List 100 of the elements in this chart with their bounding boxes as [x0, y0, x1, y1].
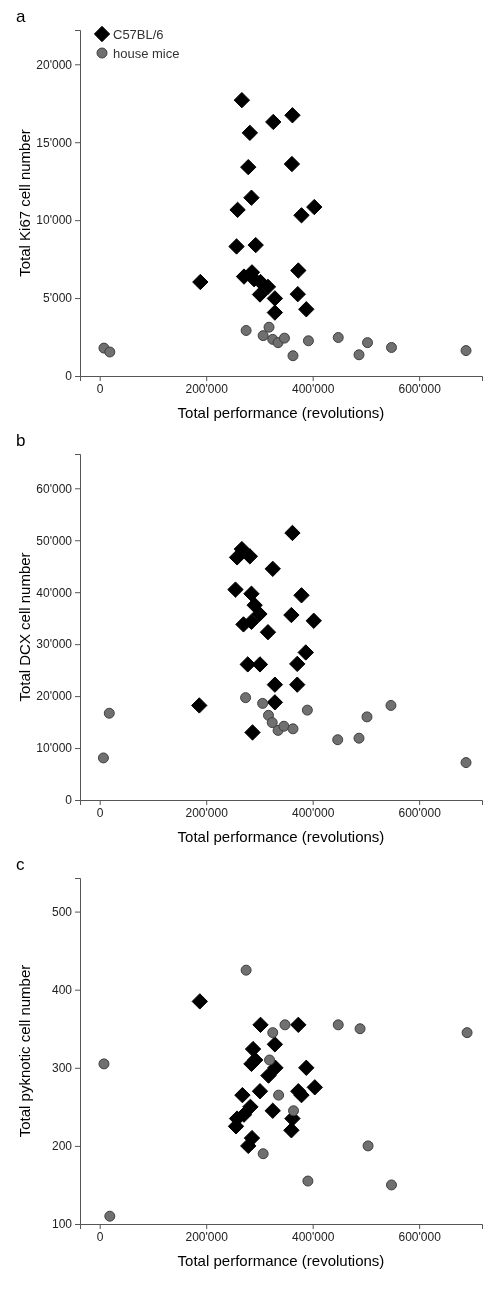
point: [229, 201, 246, 219]
point: [227, 581, 244, 598]
y-tick-label: 500: [51, 904, 73, 919]
point: [293, 207, 310, 224]
y-tick-label: 0: [65, 369, 73, 384]
point: [266, 304, 284, 321]
point: [354, 1023, 366, 1035]
y-tick-label: 400: [51, 983, 73, 998]
point: [264, 1054, 276, 1066]
x-tick-label: 600'000: [398, 381, 442, 396]
point: [283, 155, 301, 173]
y-tick-label: 100: [51, 1217, 73, 1232]
point: [362, 337, 374, 349]
point: [284, 524, 301, 542]
point: [302, 1175, 314, 1187]
y-tick-label: 10'000: [36, 741, 73, 756]
point: [289, 655, 306, 673]
point: [244, 724, 261, 741]
point: [264, 560, 281, 577]
y-tick-label: 5'000: [43, 291, 73, 306]
point: [288, 1105, 299, 1117]
y-tick-label: 200: [51, 1139, 73, 1154]
y-tick-label: 300: [51, 1061, 73, 1076]
point: [278, 332, 290, 344]
point: [332, 1019, 344, 1031]
point: [278, 720, 290, 732]
point: [332, 734, 344, 746]
point: [241, 124, 259, 142]
point: [460, 757, 472, 769]
y-tick-label: 20'000: [36, 57, 73, 72]
point: [301, 704, 313, 716]
point: [361, 711, 373, 723]
point: [239, 656, 256, 673]
point: [284, 107, 301, 124]
point: [298, 1059, 315, 1076]
point: [305, 612, 322, 629]
y-axis-title: Total pyknotic cell number: [16, 964, 33, 1138]
point: [242, 1098, 259, 1116]
point: [191, 697, 208, 714]
y-tick-label: 0: [65, 793, 73, 808]
point: [240, 692, 252, 704]
point: [293, 1086, 310, 1104]
point: [266, 1036, 284, 1053]
y-tick-label: 60'000: [36, 481, 73, 496]
point: [192, 273, 209, 291]
point: [266, 694, 284, 711]
point: [243, 585, 260, 602]
point: [386, 1179, 397, 1191]
point: [251, 605, 268, 623]
y-tick-label: 50'000: [36, 533, 73, 548]
point: [234, 1086, 251, 1104]
y-tick-label: 40'000: [36, 585, 73, 600]
x-tick-label: 600'000: [398, 805, 442, 820]
point: [241, 548, 259, 565]
point: [228, 238, 245, 255]
legend-label: C57BL/6: [113, 27, 164, 42]
point: [290, 1016, 307, 1034]
x-axis-title: Total performance (revolutions): [177, 404, 385, 421]
point: [103, 707, 115, 719]
chart-title: a: [16, 7, 26, 26]
point: [260, 1067, 277, 1084]
point: [104, 1210, 116, 1222]
x-tick-label: 400'000: [292, 1229, 335, 1244]
x-tick-label: 0: [96, 1229, 104, 1244]
point: [243, 1055, 260, 1073]
point: [263, 321, 275, 333]
point: [298, 301, 315, 318]
point: [283, 606, 300, 624]
y-tick-label: 10'000: [36, 213, 73, 228]
point: [461, 1027, 473, 1039]
point: [240, 158, 257, 176]
y-tick-label: 20'000: [36, 689, 73, 704]
point: [104, 346, 116, 358]
point: [240, 964, 252, 976]
point: [240, 1137, 257, 1155]
point: [247, 236, 264, 254]
chart-title: b: [16, 431, 26, 450]
x-tick-label: 0: [96, 805, 104, 820]
point: [257, 330, 269, 342]
point: [293, 587, 310, 604]
point: [257, 697, 269, 709]
point: [191, 993, 208, 1010]
point: [279, 1019, 291, 1031]
point: [332, 332, 344, 343]
point: [266, 676, 284, 693]
x-axis-title: Total performance (revolutions): [177, 1252, 385, 1269]
point: [228, 549, 246, 566]
point: [266, 717, 278, 729]
point: [251, 286, 269, 303]
point: [240, 325, 252, 336]
point: [257, 1148, 269, 1160]
point: [460, 345, 472, 357]
x-tick-label: 200'000: [185, 381, 229, 396]
point: [97, 752, 109, 764]
point: [385, 699, 397, 711]
legend-label: house mice: [113, 46, 180, 61]
point: [259, 624, 277, 641]
point: [265, 113, 282, 131]
x-tick-label: 200'000: [185, 805, 229, 820]
x-tick-label: 400'000: [292, 805, 335, 820]
